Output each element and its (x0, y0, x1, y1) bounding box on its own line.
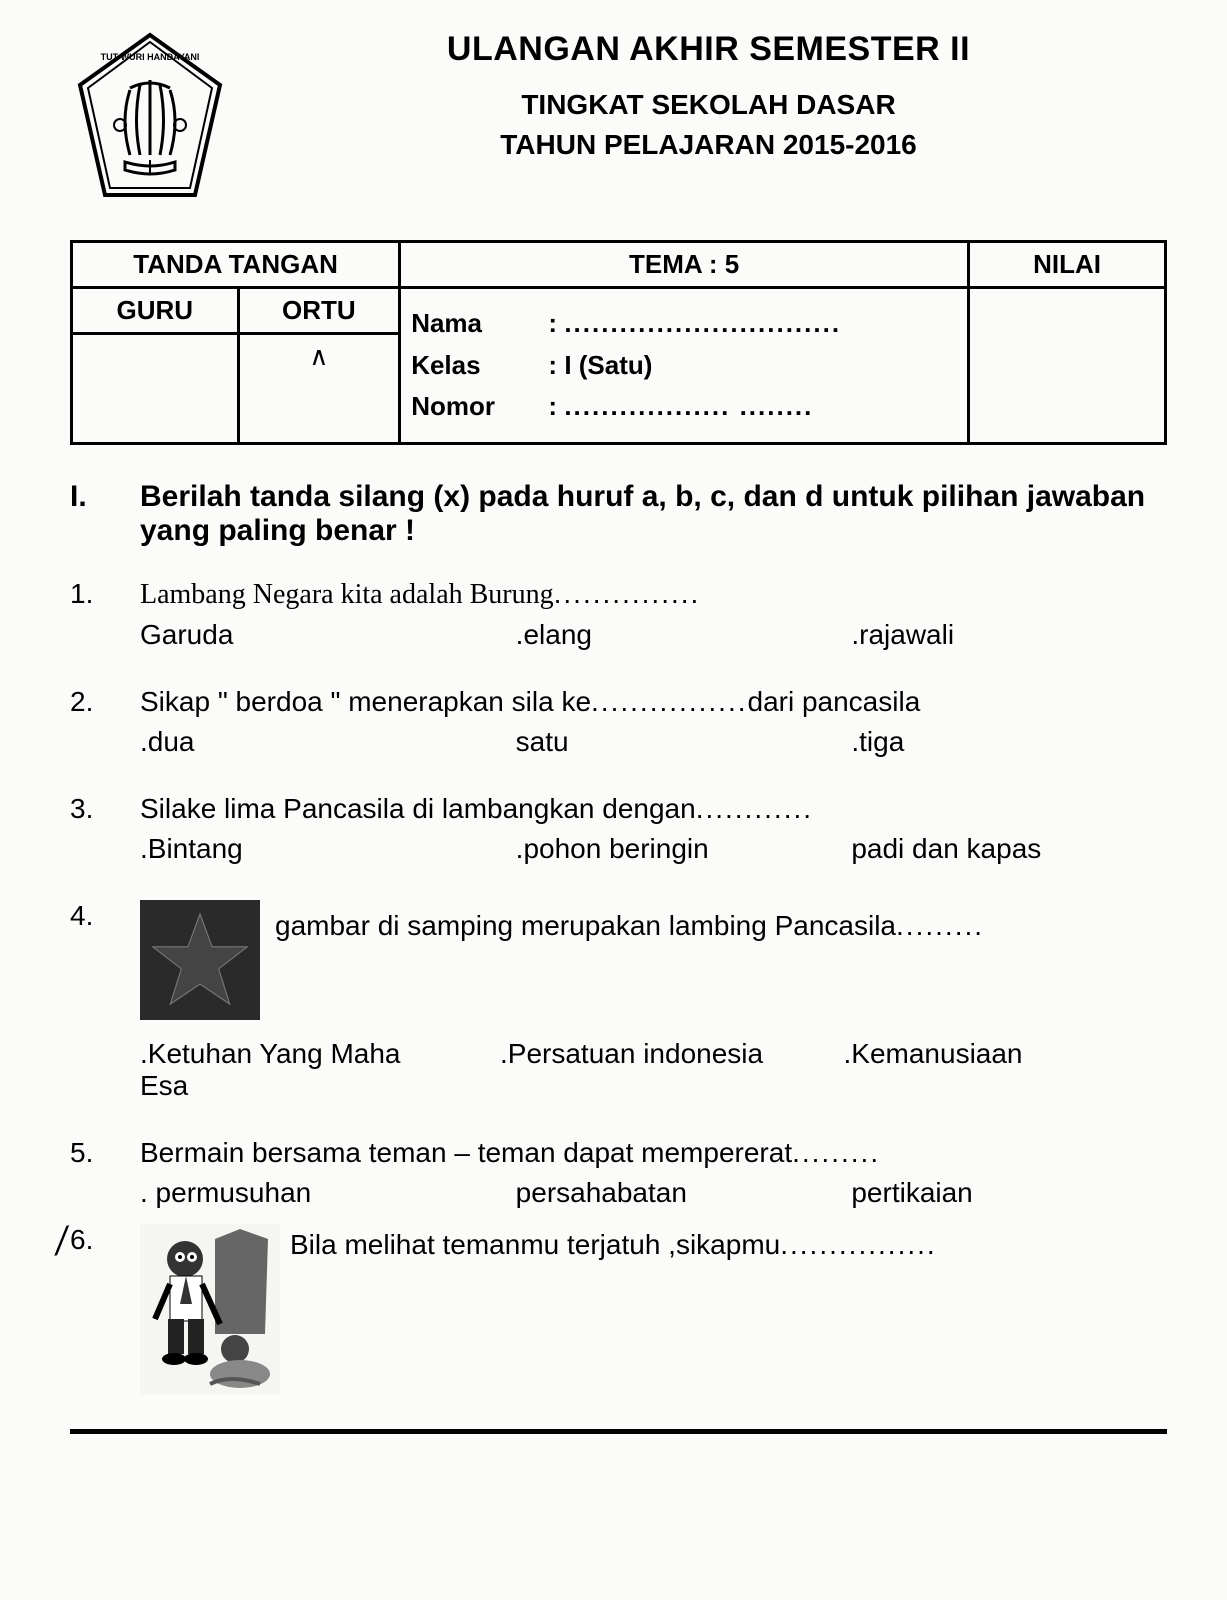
q2-option-b[interactable]: satu (456, 726, 832, 758)
q3-text: Silake lima Pancasila di lambangkan deng… (140, 793, 696, 824)
question-1: 1. Lambang Negara kita adalah Burung....… (70, 578, 1167, 651)
q2-text-a: Sikap " berdoa " menerapkan sila ke (140, 686, 591, 717)
q1-number: 1. (70, 578, 140, 651)
q4-text: gambar di samping merupakan lambing Panc… (275, 910, 896, 941)
nama-value[interactable]: .............................. (564, 308, 841, 338)
q1-option-b[interactable]: .elang (456, 619, 832, 651)
q4-dots: ......... (896, 910, 984, 941)
q5-option-a[interactable]: . permusuhan (140, 1177, 456, 1209)
q3-dots: ............ (696, 793, 813, 824)
q4-option-c[interactable]: .Kemanusiaan (824, 1038, 1168, 1102)
star-icon (140, 900, 260, 1020)
guru-header: GURU (72, 288, 239, 334)
header-text: ULANGAN AKHIR SEMESTER II TINGKAT SEKOLA… (250, 30, 1167, 161)
ortu-header: ORTU (238, 288, 400, 334)
title-line-1: ULANGAN AKHIR SEMESTER II (250, 30, 1167, 69)
q1-option-c[interactable]: .rajawali (831, 619, 1167, 651)
kelas-value: I (Satu) (564, 350, 652, 380)
q3-option-a[interactable]: .Bintang (140, 833, 456, 865)
q6-text: Bila melihat temanmu terjatuh ,sikapmu (290, 1229, 780, 1260)
q2-option-c[interactable]: .tiga (831, 726, 1167, 758)
q2-number: 2. (70, 686, 140, 758)
q6-dots: ................ (780, 1229, 936, 1260)
q3-number: 3. (70, 793, 140, 865)
student-info-cell: Nama : .............................. Ke… (400, 288, 969, 444)
tema-header: TEMA : 5 (400, 242, 969, 288)
q5-dots: ......... (792, 1137, 880, 1168)
q3-option-b[interactable]: .pohon beringin (456, 833, 832, 865)
q6-slash-mark: ⁄ (56, 1219, 70, 1264)
guru-sign-cell[interactable] (72, 334, 239, 444)
q5-option-c[interactable]: pertikaian (831, 1177, 1167, 1209)
q5-number: 5. (70, 1137, 140, 1209)
page-header: TUT WURI HANDAYANI ULANGAN AKHIR SEMESTE… (70, 30, 1167, 210)
question-6: ⁄ 6. (70, 1224, 1167, 1394)
section-instruction: I. Berilah tanda silang (x) pada huruf a… (70, 480, 1167, 548)
school-logo: TUT WURI HANDAYANI (70, 30, 230, 210)
q4-option-b[interactable]: .Persatuan indonesia (440, 1038, 824, 1102)
tanda-tangan-header: TANDA TANGAN (72, 242, 400, 288)
exam-page: TUT WURI HANDAYANI ULANGAN AKHIR SEMESTE… (0, 0, 1227, 1600)
ortu-mark: ∧ (309, 341, 328, 371)
q2-dots: ................ (591, 686, 747, 717)
question-4: 4. gambar di samping merupakan lambing P… (70, 900, 1167, 1102)
q2-option-a[interactable]: .dua (140, 726, 456, 758)
q1-text: Lambang Negara kita adalah Burung (140, 579, 554, 610)
info-table: TANDA TANGAN TEMA : 5 NILAI GURU ORTU Na… (70, 240, 1167, 445)
q5-option-b[interactable]: persahabatan (456, 1177, 832, 1209)
section-text: Berilah tanda silang (x) pada huruf a, b… (140, 480, 1167, 548)
q2-text-b: dari pancasila (748, 686, 921, 717)
nomor-value[interactable]: .................. ........ (564, 391, 813, 421)
question-2: 2. Sikap " berdoa " menerapkan sila ke..… (70, 686, 1167, 758)
title-line-2: TINGKAT SEKOLAH DASAR (250, 89, 1167, 121)
question-3: 3. Silake lima Pancasila di lambangkan d… (70, 793, 1167, 865)
nama-label: Nama (411, 303, 541, 345)
q4-number: 4. (70, 900, 140, 1102)
nomor-label: Nomor (411, 386, 541, 428)
q4-option-a[interactable]: .Ketuhan Yang Maha Esa (140, 1038, 440, 1102)
q1-option-a[interactable]: Garuda (140, 619, 456, 651)
q6-number: ⁄ 6. (70, 1224, 140, 1394)
child-helping-icon (140, 1224, 280, 1394)
q3-option-c[interactable]: padi dan kapas (831, 833, 1167, 865)
kelas-label: Kelas (411, 345, 541, 387)
q5-text: Bermain bersama teman – teman dapat memp… (140, 1137, 792, 1168)
section-number: I. (70, 480, 140, 548)
logo-motto-text: TUT WURI HANDAYANI (101, 52, 200, 62)
ortu-sign-cell[interactable]: ∧ (238, 334, 400, 444)
bottom-rule (70, 1429, 1167, 1434)
q1-dots: ............... (554, 578, 701, 609)
nilai-cell[interactable] (969, 288, 1166, 444)
title-line-3: TAHUN PELAJARAN 2015-2016 (250, 129, 1167, 161)
nilai-header: NILAI (969, 242, 1166, 288)
question-5: 5. Bermain bersama teman – teman dapat m… (70, 1137, 1167, 1209)
